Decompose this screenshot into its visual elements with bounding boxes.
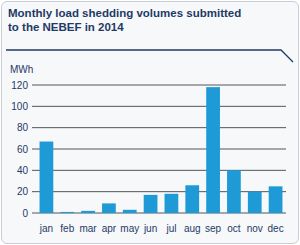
bar: [248, 192, 262, 213]
y-axis-label: MWh: [10, 64, 33, 75]
bar: [123, 210, 137, 213]
bar: [81, 211, 95, 213]
y-tick-label: 100: [11, 101, 28, 112]
bar: [60, 212, 74, 213]
x-tick-label: mar: [79, 223, 97, 234]
bar: [144, 195, 158, 213]
bar: [227, 170, 241, 213]
x-tick-label: feb: [60, 223, 74, 234]
grid-line: [32, 149, 286, 150]
x-tick-label: aug: [184, 223, 201, 234]
x-tick-label: jun: [143, 223, 157, 234]
bar: [206, 87, 220, 213]
x-tick-label: jul: [165, 223, 176, 234]
chart: MWh 0 20 40 60 80 100 120 janfebmaraprmayjunjula…: [0, 0, 300, 245]
x-tick-label: sep: [205, 223, 222, 234]
bar: [40, 142, 54, 213]
grid-line: [32, 127, 286, 128]
y-tick-label: 80: [17, 122, 29, 133]
bars: [40, 87, 283, 213]
x-tick-label: jan: [39, 223, 53, 234]
bar: [269, 186, 283, 213]
x-tick-label: may: [120, 223, 139, 234]
y-tick-label: 60: [17, 144, 29, 155]
x-tick-label: nov: [247, 223, 263, 234]
bar: [102, 203, 116, 213]
y-tick-label: 40: [17, 165, 29, 176]
grid-line: [32, 170, 286, 171]
y-tick-label: 0: [22, 208, 28, 219]
bar: [165, 194, 179, 213]
y-tick-label: 20: [17, 186, 29, 197]
x-tick-label: oct: [227, 223, 241, 234]
x-tick-label: dec: [268, 223, 284, 234]
title: Monthly load shedding volumes submitted …: [8, 6, 246, 34]
bar: [185, 185, 199, 213]
title-rule: [6, 50, 293, 62]
x-tick-label: apr: [102, 223, 117, 234]
grid-line: [32, 106, 286, 107]
grid-line: [32, 85, 286, 86]
y-tick-label: 120: [11, 80, 28, 91]
